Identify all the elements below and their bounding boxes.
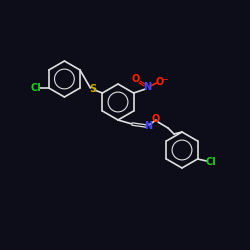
Text: N: N — [144, 82, 152, 92]
Text: S: S — [89, 84, 96, 94]
Text: Cl: Cl — [205, 157, 216, 167]
Text: Cl: Cl — [30, 83, 41, 93]
Text: −: − — [161, 76, 168, 84]
Text: O: O — [156, 77, 164, 87]
Text: O: O — [152, 114, 160, 124]
Text: N: N — [144, 121, 152, 131]
Text: O: O — [132, 74, 140, 84]
